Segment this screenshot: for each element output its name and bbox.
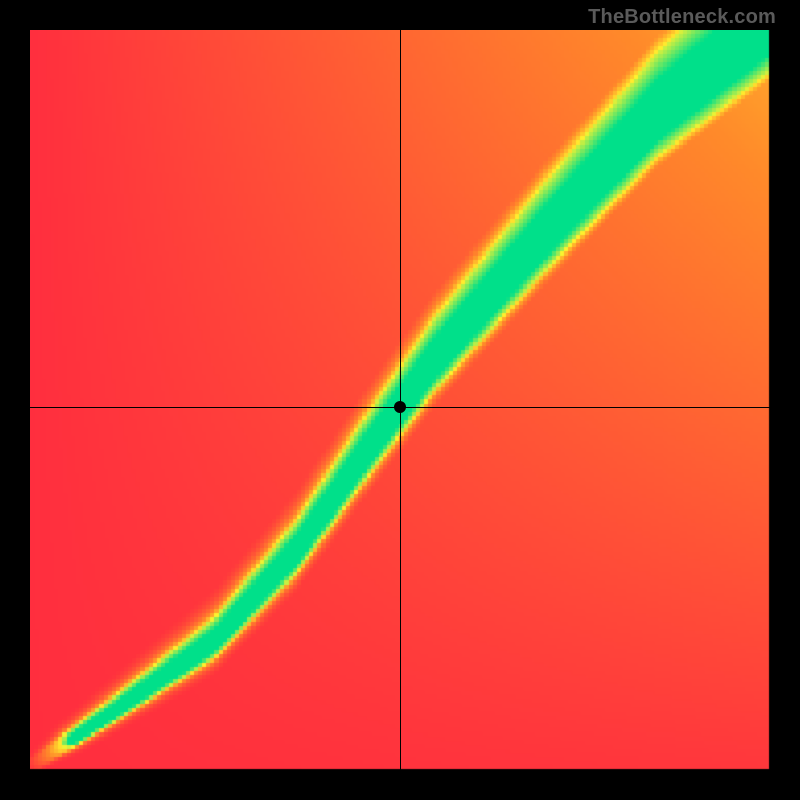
plot-area: [30, 30, 770, 770]
marker-dot: [394, 401, 406, 413]
watermark-text: TheBottleneck.com: [588, 6, 776, 29]
outer-frame: TheBottleneck.com: [0, 0, 800, 800]
crosshair-vertical: [400, 30, 401, 770]
